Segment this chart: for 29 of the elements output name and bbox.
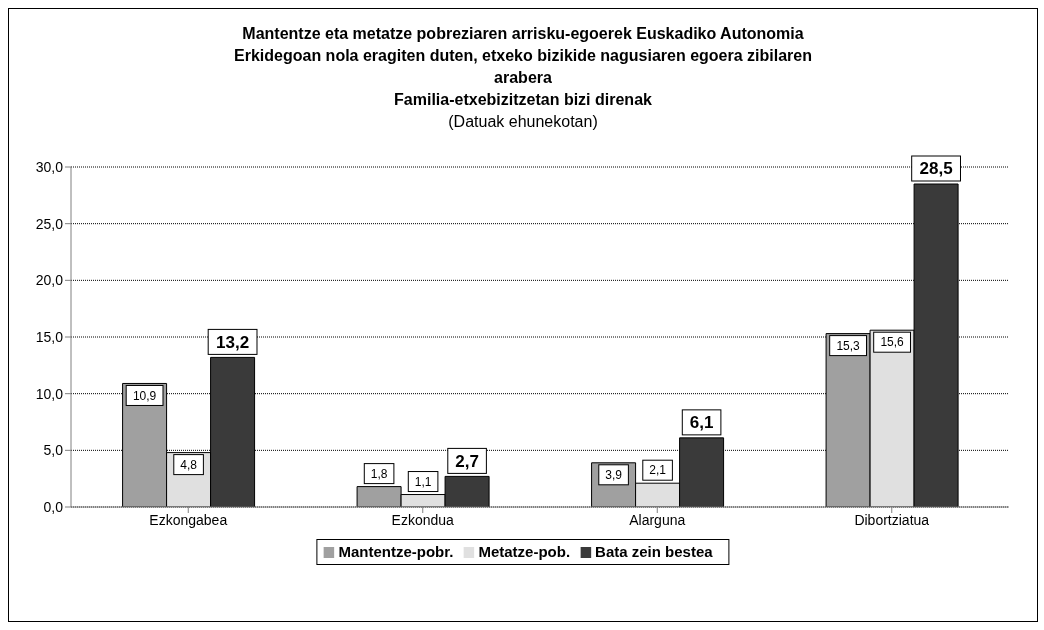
chart-title: Mantentze eta metatze pobreziaren arrisku-egoerek Euskadiko Autonomia Erkidegoan nola eragiten duten, etxeko bizikide nagusiaren egoera zibilaren arabera <box>233 24 813 88</box>
chart-subtitle: Familia-etxebizitzetan bizi direnak <box>393 90 653 110</box>
y-tick-label: 0,0 <box>43 498 64 515</box>
data-label: 10,9 <box>132 388 157 403</box>
data-label: 2,7 <box>455 451 479 471</box>
data-label: 6,1 <box>689 413 714 433</box>
data-label: 1,1 <box>414 474 432 489</box>
y-tick-label: 15,0 <box>35 328 64 345</box>
x-tick-label: Dibortziatua <box>854 511 930 528</box>
data-label: 13,2 <box>216 332 250 352</box>
data-label: 3,9 <box>605 468 623 482</box>
legend-label: Metatze-pob. <box>478 543 571 560</box>
x-tick-label: Ezkondua <box>391 511 455 528</box>
y-tick-label: 5,0 <box>43 442 64 459</box>
legend-label: Bata zein bestea <box>595 543 713 560</box>
y-tick-label: 10,0 <box>35 385 64 402</box>
data-label: 28,5 <box>919 159 953 179</box>
text: (Datuak ehunekotan) <box>447 112 599 132</box>
x-tick-label: Ezkongabea <box>149 511 228 528</box>
x-tick-label: Alarguna <box>629 511 686 528</box>
data-label: 15,6 <box>880 335 905 350</box>
y-tick-label: 25,0 <box>35 215 64 232</box>
legend-label: Mantentze-pobr. <box>338 543 454 560</box>
data-label: 2,1 <box>649 463 667 478</box>
data-label: 4,8 <box>180 457 198 472</box>
y-tick-label: 20,0 <box>35 272 64 289</box>
y-tick-label: 30,0 <box>35 158 64 175</box>
data-label: 1,8 <box>370 466 388 481</box>
data-label: 15,3 <box>836 338 861 353</box>
